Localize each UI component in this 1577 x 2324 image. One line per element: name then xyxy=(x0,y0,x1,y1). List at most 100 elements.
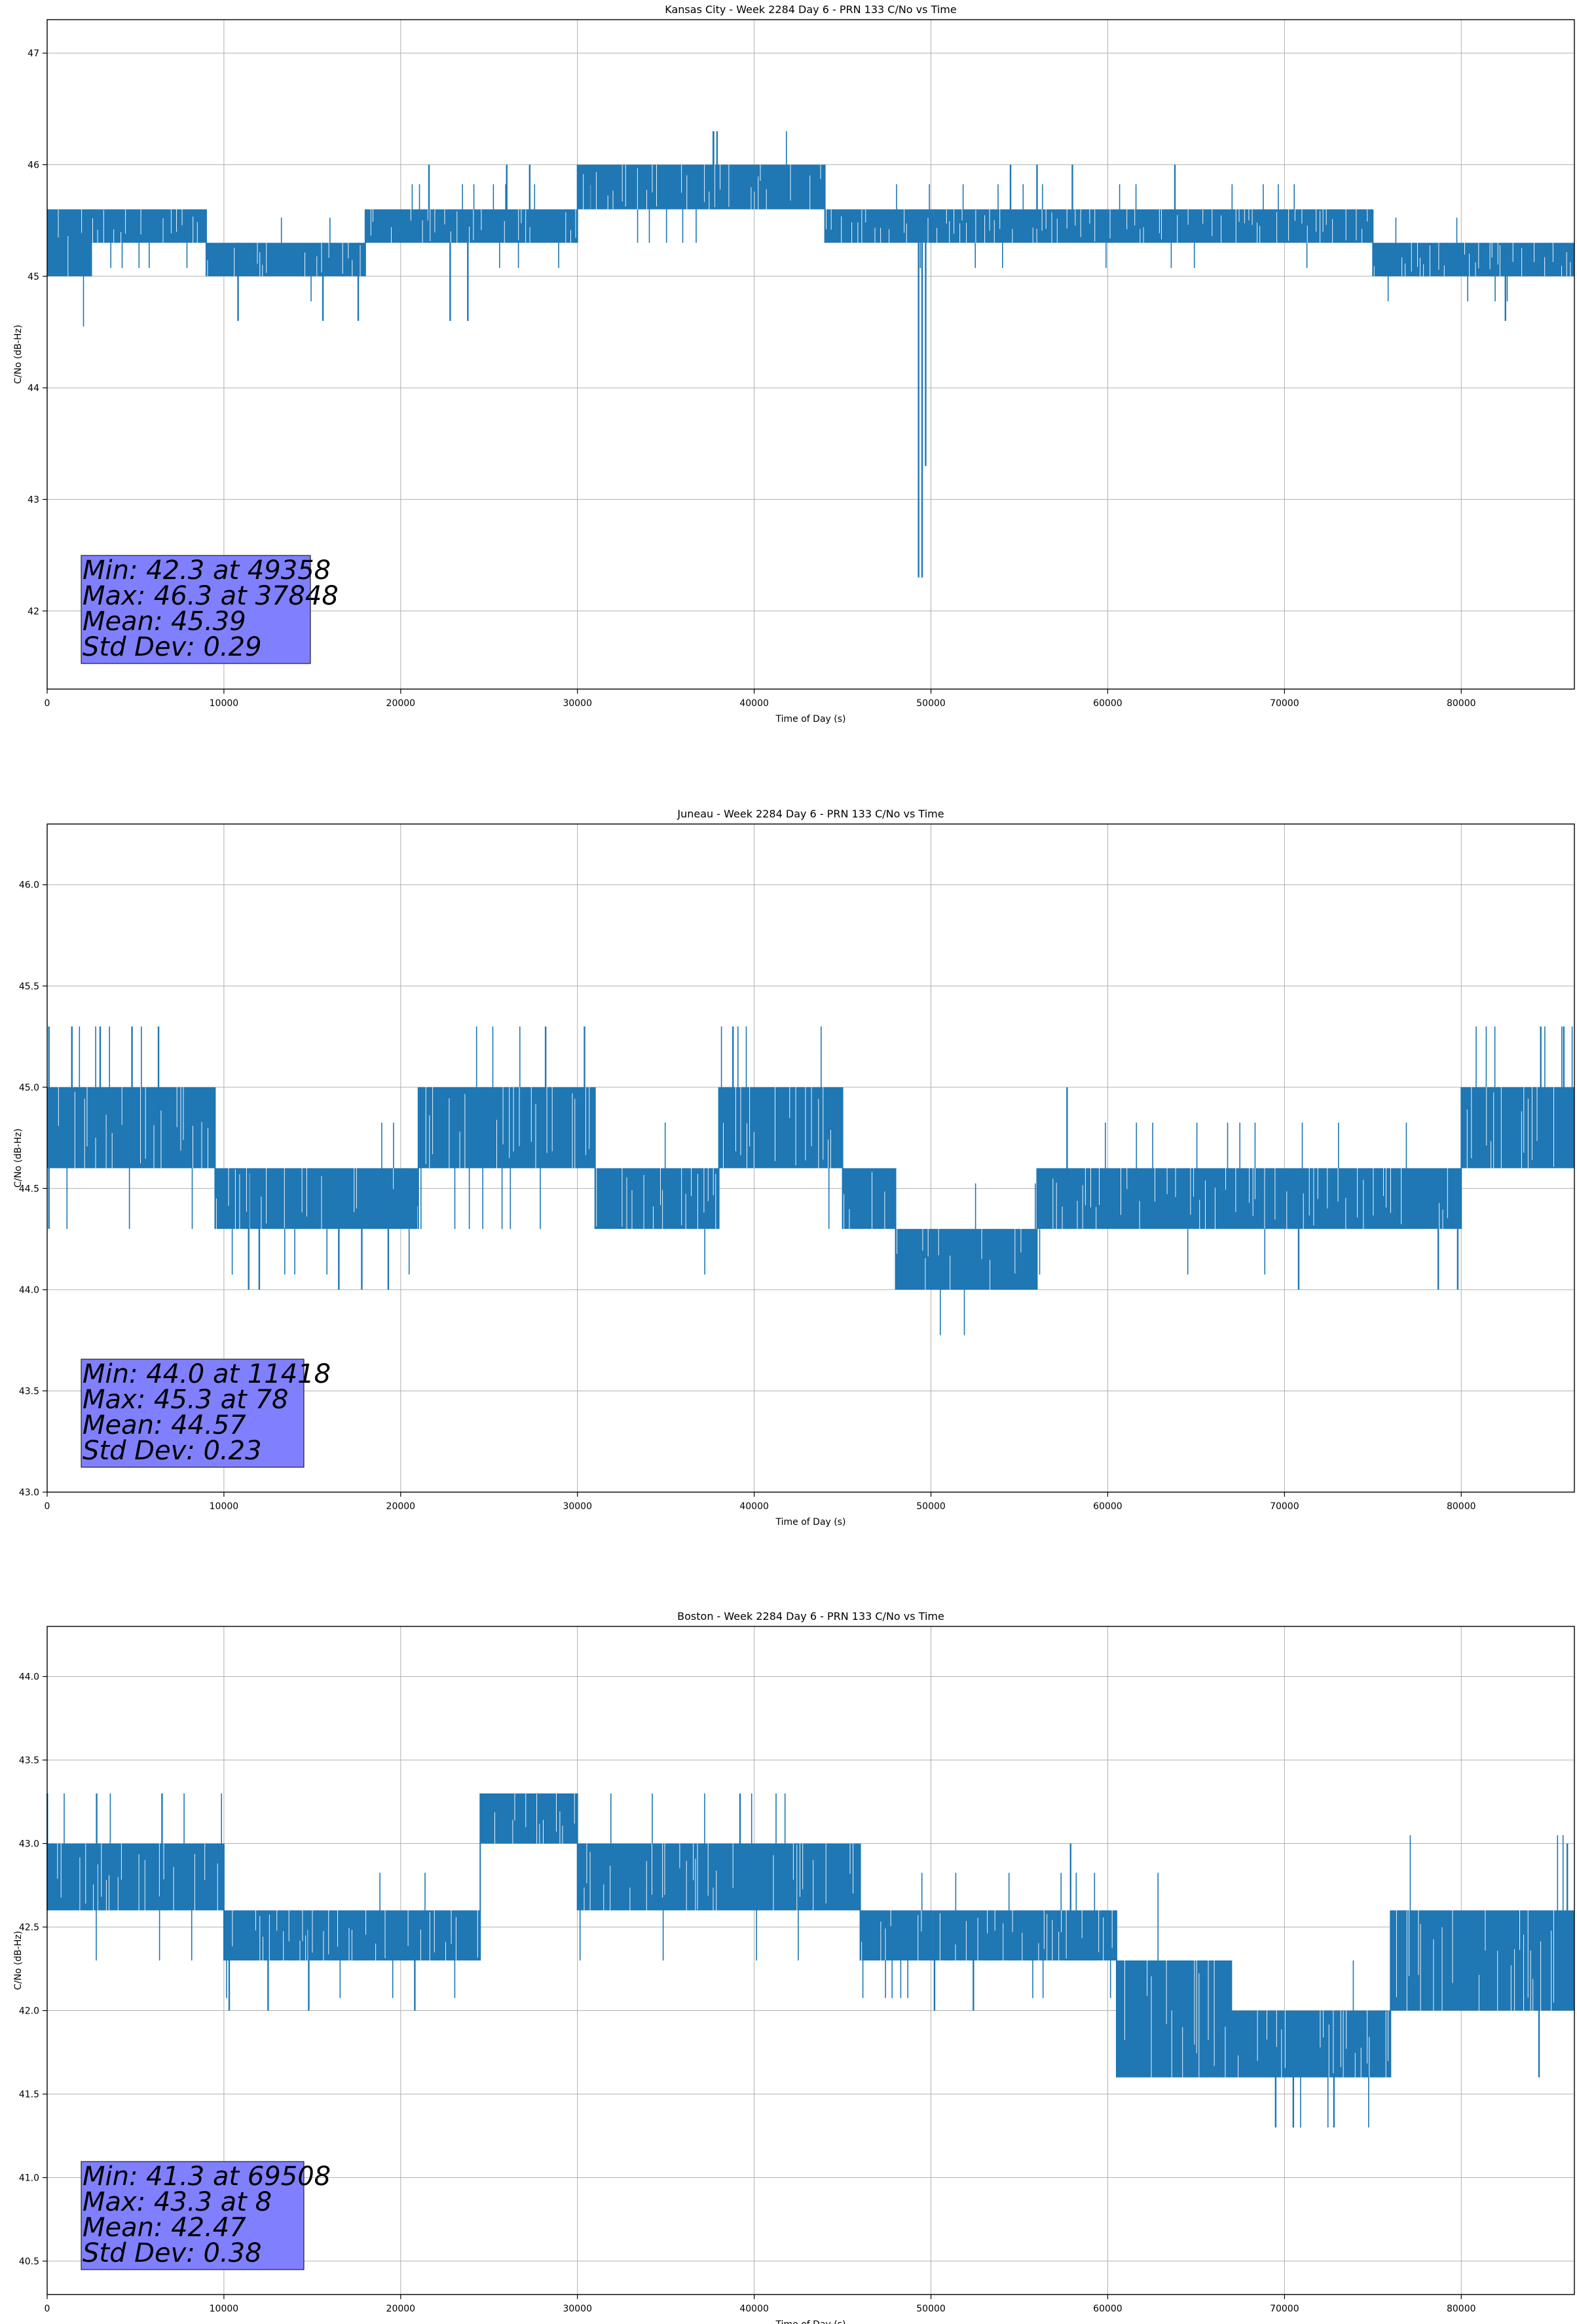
juneau-axes-frame xyxy=(46,823,1575,1493)
series-segment xyxy=(595,1122,719,1275)
x-tick-label: 50000 xyxy=(916,698,946,709)
x-tick-label: 0 xyxy=(45,698,50,709)
series-segment xyxy=(1037,1122,1214,1275)
series-segment xyxy=(1390,1835,1574,2011)
kansas-city-axes-frame xyxy=(46,19,1575,690)
x-tick-label: 60000 xyxy=(1093,1501,1122,1512)
series-excursions xyxy=(1300,1960,1369,2127)
series-band xyxy=(1373,242,1574,276)
series-gaps xyxy=(494,1793,575,1844)
x-tick-label: 70000 xyxy=(1270,698,1299,709)
series-band xyxy=(1214,1168,1462,1229)
series-excursions xyxy=(579,1793,799,1960)
series-band xyxy=(91,209,206,243)
stats-line: Mean: 44.57 xyxy=(83,1410,246,1440)
x-tick-label: 50000 xyxy=(916,2304,946,2314)
series-band xyxy=(895,1229,1037,1290)
y-tick-label: 43.5 xyxy=(19,1755,39,1766)
series-band xyxy=(206,242,365,276)
series-gaps xyxy=(1466,1087,1554,1169)
series-excursions xyxy=(411,184,559,268)
series-excursions xyxy=(962,184,1308,268)
stats-line: Min: 41.3 at 69508 xyxy=(83,2162,331,2192)
series-band xyxy=(1116,1960,1232,2078)
series-gaps xyxy=(897,1229,1022,1290)
kansas-city-cno-series xyxy=(47,131,1574,578)
series-segment xyxy=(577,1793,861,1960)
series-excursions xyxy=(420,1026,541,1229)
y-tick-label: 40.5 xyxy=(19,2257,39,2267)
series-band xyxy=(1037,1168,1214,1229)
series-gaps xyxy=(584,1843,854,1911)
series-gaps xyxy=(1214,1168,1448,1229)
x-tick-label: 40000 xyxy=(739,2304,769,2314)
x-tick-label: 20000 xyxy=(386,2304,416,2314)
series-band xyxy=(1390,1910,1574,2011)
series-segment xyxy=(577,131,719,243)
x-tick-label: 60000 xyxy=(1093,698,1122,709)
y-tick-label: 45.5 xyxy=(19,981,39,992)
series-excursions xyxy=(896,184,930,268)
series-gaps xyxy=(720,164,821,210)
series-segment xyxy=(1116,1873,1232,2078)
x-tick-label: 60000 xyxy=(1093,2304,1122,2314)
series-band xyxy=(1461,1087,1574,1169)
x-tick-label: 20000 xyxy=(386,1501,416,1512)
x-tick-label: 0 xyxy=(45,1501,50,1512)
series-segment xyxy=(860,1873,1117,1998)
x-tick-label: 10000 xyxy=(210,2304,239,2314)
series-band xyxy=(1231,2010,1391,2078)
series-segment xyxy=(1231,1960,1391,2127)
y-tick-label: 42.5 xyxy=(19,1922,39,1933)
y-tick-label: 43.5 xyxy=(19,1386,39,1396)
stats-line: Max: 43.3 at 8 xyxy=(83,2187,272,2217)
x-tick-label: 70000 xyxy=(1270,2304,1299,2314)
series-gaps xyxy=(723,1087,831,1169)
series-band xyxy=(418,1087,595,1169)
series-segment xyxy=(718,1026,843,1229)
series-band xyxy=(595,1168,719,1229)
series-excursions xyxy=(280,217,331,302)
juneau-y-axis-label: C/No (dB-Hz) xyxy=(13,1129,24,1188)
y-tick-label: 44.5 xyxy=(19,1184,39,1194)
series-gaps xyxy=(844,1172,885,1229)
x-tick-label: 30000 xyxy=(563,698,592,709)
series-gaps xyxy=(1238,2010,1388,2078)
boston-cno-series xyxy=(46,1793,1574,2127)
series-excursions xyxy=(1387,217,1508,302)
series-segment xyxy=(206,217,365,302)
boston-x-axis-label: Time of Day (s) xyxy=(775,2319,846,2324)
y-tick-label: 44.0 xyxy=(19,1285,39,1296)
stats-line: Std Dev: 0.23 xyxy=(83,1436,262,1466)
series-segment xyxy=(47,1026,215,1229)
x-tick-label: 80000 xyxy=(1447,698,1476,709)
series-band xyxy=(480,1793,578,1844)
x-tick-label: 40000 xyxy=(739,698,769,709)
stats-box-background xyxy=(81,1359,305,1468)
series-band xyxy=(842,1168,896,1229)
series-segment xyxy=(47,209,92,327)
boston-y-axis-label: C/No (dB-Hz) xyxy=(13,1931,24,1990)
y-tick-label: 44 xyxy=(28,383,39,394)
boston-panel: 0 10000 20000 30000 40000 50000 60000 70000 8000… xyxy=(13,1610,1575,2324)
series-gaps xyxy=(58,209,83,276)
series-gaps xyxy=(1052,1168,1206,1229)
stats-line: Mean: 45.39 xyxy=(83,607,246,637)
y-tick-label: 42.0 xyxy=(19,2006,39,2017)
x-tick-label: 80000 xyxy=(1447,1501,1476,1512)
series-band xyxy=(47,1843,224,1911)
series-excursions xyxy=(66,1026,193,1229)
juneau-chart-title: Juneau - Week 2284 Day 6 - PRN 133 C/No … xyxy=(677,808,944,820)
x-tick-label: 0 xyxy=(45,2304,50,2314)
series-segment xyxy=(895,1183,1037,1336)
series-gaps xyxy=(1396,1910,1554,2011)
x-tick-label: 10000 xyxy=(210,698,239,709)
series-segment xyxy=(1461,1026,1574,1169)
y-tick-label: 46 xyxy=(28,160,39,170)
y-tick-label: 43.0 xyxy=(19,1839,39,1850)
series-segment xyxy=(1214,1122,1462,1275)
series-excursions xyxy=(720,1026,830,1229)
